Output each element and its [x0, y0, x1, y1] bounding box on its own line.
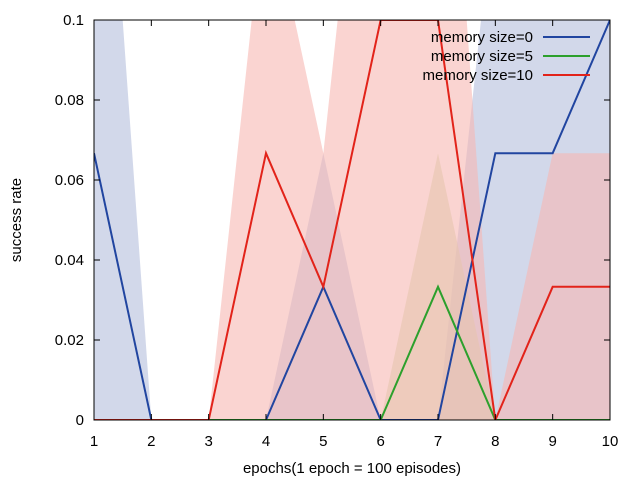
y-tick-labels: 0 0.02 0.04 0.06 0.08 0.1 — [55, 12, 84, 429]
legend: memory size=0 memory size=5 memory size=10 — [423, 29, 590, 84]
y-axis-title: success rate — [8, 178, 25, 262]
x-axis-title: epochs(1 epoch = 100 episodes) — [243, 460, 461, 477]
x-tick-label-5: 6 — [376, 433, 384, 450]
series-0-line — [94, 20, 610, 420]
x-tick-label-2: 3 — [204, 433, 212, 450]
y-tick-label-0: 0 — [76, 412, 84, 429]
y-tick-label-1: 0.02 — [55, 332, 84, 349]
x-tick-label-3: 4 — [262, 433, 270, 450]
x-tick-label-1: 2 — [147, 433, 155, 450]
x-tick-label-7: 8 — [491, 433, 499, 450]
x-tick-label-6: 7 — [434, 433, 442, 450]
series-2-line — [94, 20, 610, 420]
legend-label-1: memory size=5 — [431, 48, 533, 65]
legend-label-2: memory size=10 — [423, 67, 533, 84]
legend-label-0: memory size=0 — [431, 29, 533, 46]
x-tick-label-8: 9 — [548, 433, 556, 450]
y-tick-label-3: 0.06 — [55, 172, 84, 189]
x-tick-label-4: 5 — [319, 433, 327, 450]
y-tick-label-5: 0.1 — [63, 12, 84, 29]
axis-ticks — [93, 19, 611, 421]
y-tick-label-2: 0.04 — [55, 252, 84, 269]
x-tick-label-0: 1 — [90, 433, 98, 450]
x-tick-label-9: 10 — [602, 433, 619, 450]
y-tick-label-4: 0.08 — [55, 92, 84, 109]
x-tick-labels: 1 2 3 4 5 6 7 8 9 10 — [90, 433, 619, 450]
plot-frame — [93, 19, 611, 421]
